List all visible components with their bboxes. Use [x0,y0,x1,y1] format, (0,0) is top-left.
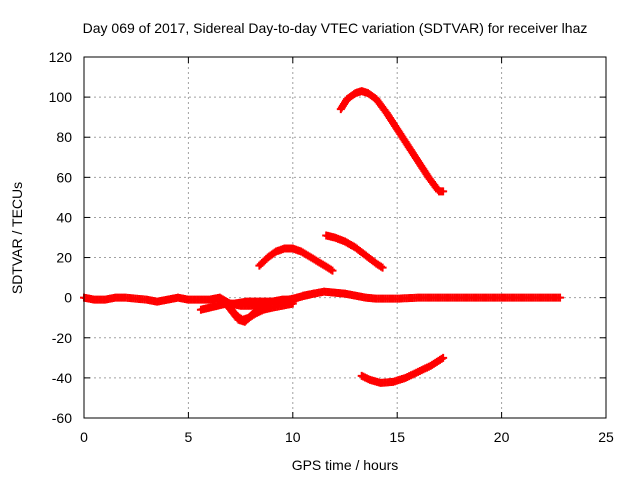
data-layer [80,87,565,387]
x-tick-label: 10 [285,429,301,445]
x-tick-label: 25 [598,429,614,445]
y-tick-label: 0 [64,290,72,306]
y-tick-label: -40 [52,370,72,386]
data-point [377,262,386,271]
series-dip-segment-c [221,299,270,326]
data-point [437,354,446,363]
data-point [556,293,565,302]
series-arc-negative [357,353,448,387]
y-axis-label: SDTVAR / TECUs [9,182,25,294]
data-point [378,263,387,272]
data-point [261,301,270,310]
x-tick-label: 0 [80,429,88,445]
data-point [309,289,318,298]
y-tick-label: 80 [56,129,72,145]
x-tick-label: 15 [389,429,405,445]
x-axis-label: GPS time / hours [292,457,399,473]
series-arc-upper-large [336,87,448,196]
x-tick-label: 20 [494,429,510,445]
data-point [326,265,335,274]
data-point [288,299,297,308]
plot-frame [83,56,607,419]
series-arc-hump [255,244,337,275]
y-tick-label: 100 [49,89,73,105]
axis-layer: 0 5 10 15 20 25 -60 -40 -20 0 20 40 60 80 100 120 [49,49,614,445]
y-tick-label: 40 [56,209,72,225]
y-tick-label: 60 [56,169,72,185]
y-tick-label: -20 [52,330,72,346]
y-tick-label: -60 [52,410,72,426]
y-tick-label: 20 [56,250,72,266]
data-point [439,187,448,196]
y-tick-label: 120 [49,49,73,65]
data-point [439,353,448,362]
data-point [328,266,337,275]
chart-title: Day 069 of 2017, Sidereal Day-to-day VTE… [83,20,588,36]
series-arc-descending [322,231,387,272]
x-tick-label: 5 [185,429,193,445]
